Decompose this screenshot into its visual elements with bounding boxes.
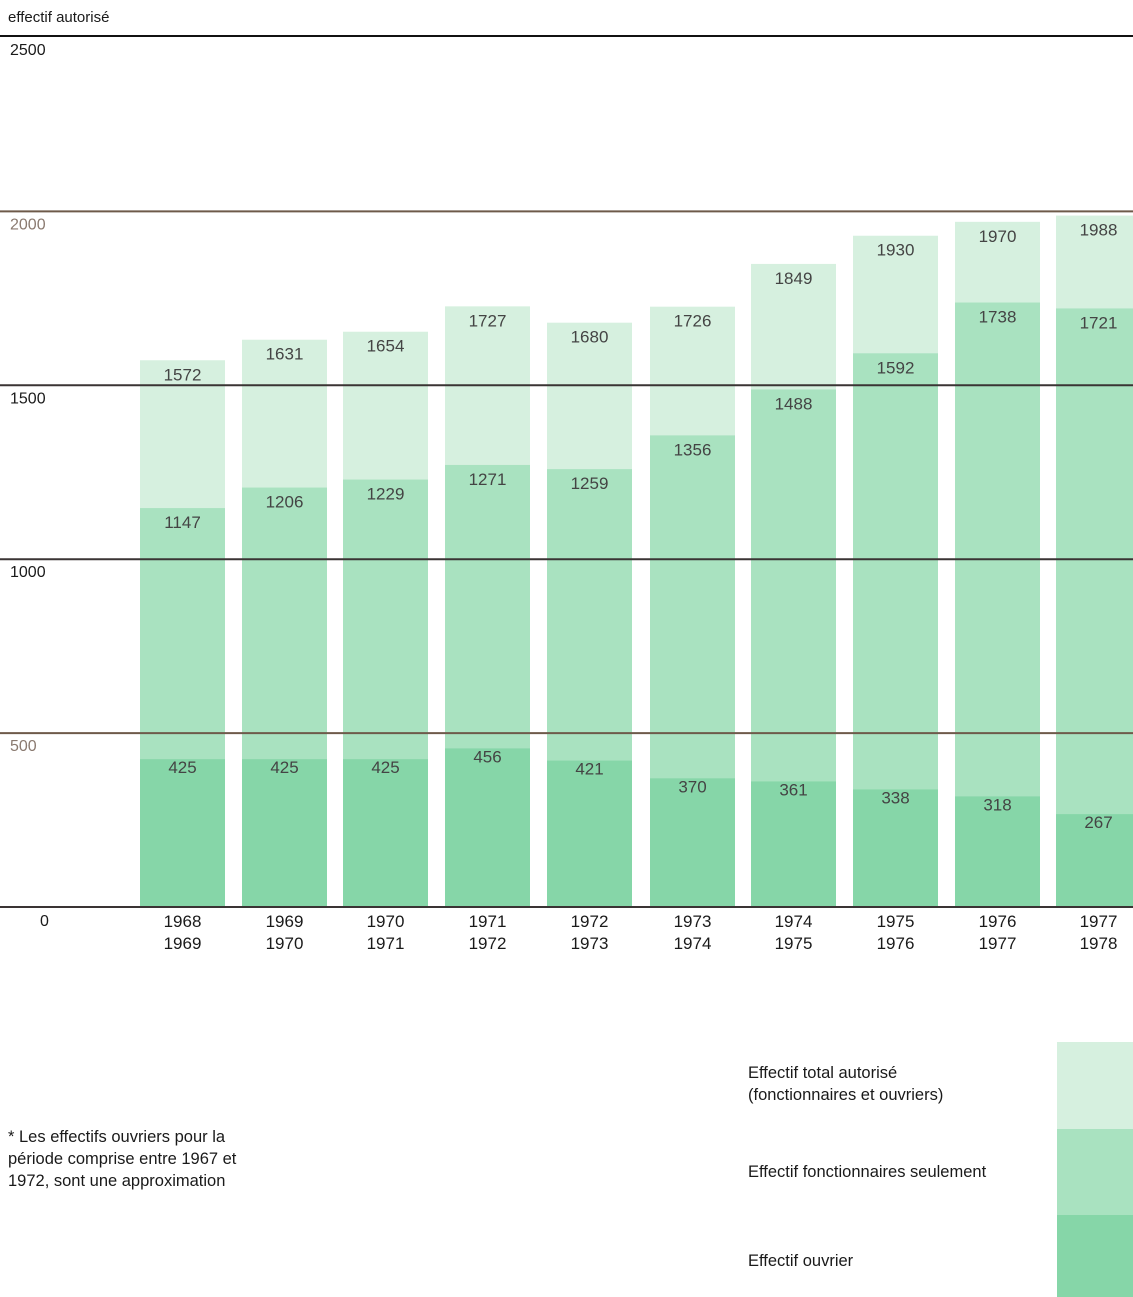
data-label-total: 1631 (266, 345, 304, 364)
y-tick-label: 1500 (10, 390, 46, 407)
data-label-fonctionnaires: 1271 (469, 470, 507, 489)
x-tick-label: 1973 (674, 912, 712, 931)
data-label-total: 1572 (164, 365, 202, 384)
data-label-total: 1930 (877, 241, 915, 260)
y-tick-label: 1000 (10, 564, 46, 581)
data-label-ouvrier: 456 (473, 747, 501, 766)
x-tick-label: 1975 (877, 912, 915, 931)
data-label-total: 1654 (367, 337, 405, 356)
x-tick-label: 1968 (164, 912, 202, 931)
bar-ouvrier (547, 760, 632, 907)
bar-ouvrier (343, 759, 428, 907)
data-label-fonctionnaires: 1206 (266, 493, 304, 512)
bar-ouvrier (955, 796, 1040, 907)
x-tick-label: 1978 (1080, 934, 1118, 953)
y-tick-label: 500 (10, 738, 37, 755)
legend-swatch-fonctionnaires (1057, 1129, 1133, 1215)
data-label-ouvrier: 361 (779, 780, 807, 799)
x-tick-label: 1971 (367, 934, 405, 953)
bar-chart: 0 500 1000 1500 2000 2500 1572 1147 425 1631 1206 4… (0, 35, 1133, 953)
x-tick-label: 1970 (266, 934, 304, 953)
x-tick-label: 1974 (674, 934, 712, 953)
data-label-ouvrier: 318 (983, 795, 1011, 814)
data-label-fonctionnaires: 1356 (674, 440, 712, 459)
data-label-total: 1970 (979, 227, 1017, 246)
data-label-fonctionnaires: 1488 (775, 394, 813, 413)
legend-label-total: Effectif total autorisé (fonctionnaires … (748, 1064, 944, 1104)
y-tick-label: 2500 (10, 42, 46, 59)
bar-ouvrier (751, 781, 836, 907)
x-tick-label: 1975 (775, 934, 813, 953)
x-tick-label: 1969 (164, 934, 202, 953)
x-tick-label: 1972 (571, 912, 609, 931)
data-label-fonctionnaires: 1229 (367, 485, 405, 504)
data-label-total: 1726 (674, 312, 712, 331)
legend-swatch-ouvrier (1057, 1215, 1133, 1297)
data-label-total: 1727 (469, 311, 507, 330)
data-label-fonctionnaires: 1721 (1080, 313, 1118, 332)
y-tick-label: 2000 (10, 216, 46, 233)
data-label-ouvrier: 370 (678, 777, 706, 796)
footnote: * Les effectifs ouvriers pour la période… (8, 1128, 237, 1190)
x-tick-label: 1977 (979, 934, 1017, 953)
bar-ouvrier (853, 789, 938, 907)
legend-label-ouvrier: Effectif ouvrier (748, 1252, 854, 1270)
x-tick-label: 1977 (1080, 912, 1118, 931)
bar-ouvrier (445, 748, 530, 907)
data-label-total: 1849 (775, 269, 813, 288)
x-tick-label: 1976 (979, 912, 1017, 931)
legend-label-fonctionnaires: Effectif fonctionnaires seulement (748, 1163, 987, 1181)
x-tick-label: 1976 (877, 934, 915, 953)
data-label-ouvrier: 421 (575, 760, 603, 779)
bar-ouvrier (650, 778, 735, 907)
data-label-ouvrier: 267 (1084, 813, 1112, 832)
data-label-fonctionnaires: 1738 (979, 308, 1017, 327)
data-label-ouvrier: 338 (881, 788, 909, 807)
bar-fonctionnaires (1056, 308, 1133, 908)
bar-ouvrier (242, 759, 327, 907)
data-label-ouvrier: 425 (168, 758, 196, 777)
x-tick-label: 1974 (775, 912, 813, 931)
bar-ouvrier (1056, 814, 1133, 907)
y-axis-label: effectif autorisé (8, 9, 110, 26)
x-tick-label: 1969 (266, 912, 304, 931)
x-tick-label: 1972 (469, 934, 507, 953)
y-tick-label: 0 (40, 913, 49, 930)
data-label-total: 1680 (571, 328, 609, 347)
x-tick-label: 1973 (571, 934, 609, 953)
bar-ouvrier (140, 759, 225, 907)
x-tick-label: 1970 (367, 912, 405, 931)
data-label-fonctionnaires: 1592 (877, 358, 915, 377)
data-label-ouvrier: 425 (371, 758, 399, 777)
data-label-total: 1988 (1080, 221, 1118, 240)
data-label-fonctionnaires: 1147 (164, 513, 201, 532)
data-label-ouvrier: 425 (270, 758, 298, 777)
x-tick-label: 1971 (469, 912, 507, 931)
data-label-fonctionnaires: 1259 (571, 474, 609, 493)
legend-swatch-total (1057, 1042, 1133, 1129)
